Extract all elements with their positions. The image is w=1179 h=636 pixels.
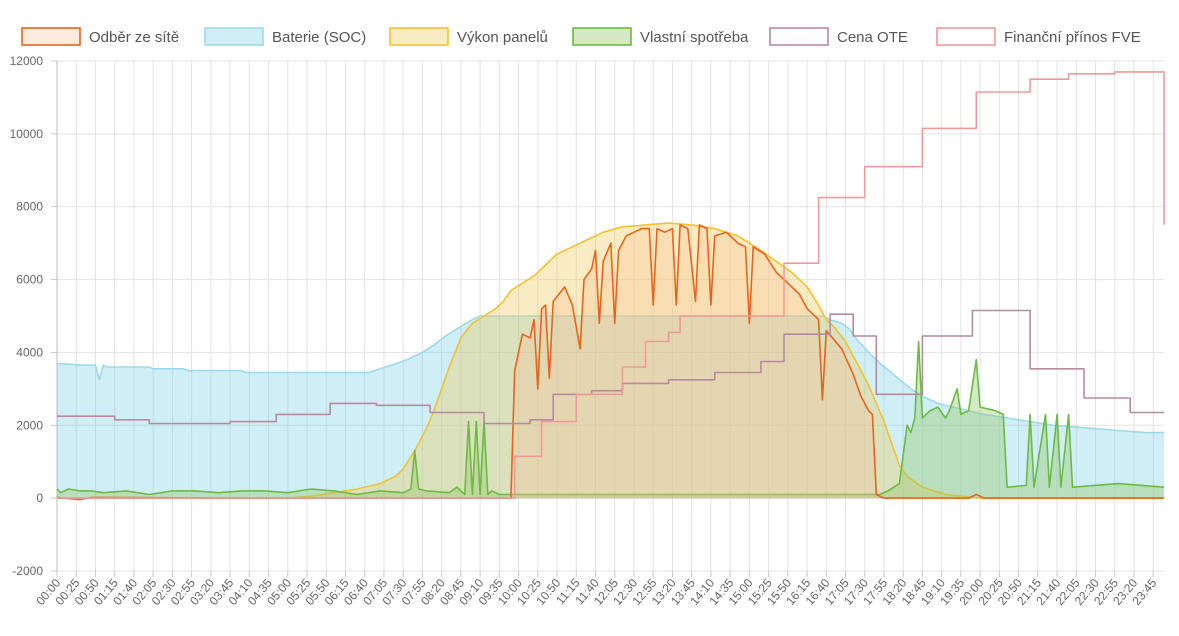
series-area [57, 224, 1164, 500]
series-vykon-panelu [57, 222, 1164, 499]
legend-swatch [572, 27, 632, 46]
series-baterie-soc [56, 315, 1164, 499]
y-tick-label: 6000 [16, 273, 43, 287]
legend-item[interactable]: Výkon panelů [389, 27, 548, 46]
legend-item[interactable]: Vlastní spotřeba [572, 27, 749, 46]
legend-swatch [936, 27, 996, 46]
series-area [57, 223, 1164, 499]
legend-swatch [389, 27, 449, 46]
legend-label: Baterie (SOC) [272, 29, 366, 46]
y-tick-label: 8000 [16, 200, 43, 214]
legend-label: Výkon panelů [457, 29, 548, 46]
series-line [57, 309, 1164, 425]
series-cena-ote [57, 309, 1164, 425]
series-line [57, 71, 1165, 499]
y-tick-label: 2000 [16, 418, 43, 432]
legend-label: Finanční přínos FVE [1004, 29, 1141, 46]
series-layer [56, 71, 1165, 501]
y-tick-label: 0 [36, 491, 43, 505]
legend-label: Cena OTE [837, 29, 908, 46]
legend-item[interactable]: Finanční přínos FVE [936, 27, 1141, 46]
series-line [56, 315, 1164, 434]
legend: Odběr ze sítě Baterie (SOC) Výkon panelů Vl… [21, 27, 1141, 46]
legend-item[interactable]: Baterie (SOC) [204, 27, 366, 46]
series-line [57, 222, 1164, 499]
legend-item[interactable]: Cena OTE [769, 27, 908, 46]
series-financni-prinos-fve [57, 71, 1165, 499]
legend-swatch [769, 27, 829, 46]
legend-swatch [21, 27, 81, 46]
y-axis: -2000 0 2000 4000 6000 8000 10000 12000 [10, 54, 57, 578]
x-axis: 00:0000:2500:5001:1501:4002:0502:3002:55… [33, 571, 1160, 608]
legend-swatch [204, 27, 264, 46]
legend-item[interactable]: Odběr ze sítě [21, 27, 179, 46]
legend-label: Odběr ze sítě [89, 29, 179, 46]
series-area [57, 341, 1164, 499]
y-tick-label: 12000 [10, 54, 44, 68]
legend-label: Vlastní spotřeba [640, 29, 749, 46]
series-vlastni-spotreba [56, 340, 1165, 499]
y-tick-label: 10000 [10, 127, 44, 141]
series-line [56, 340, 1165, 496]
series-area [57, 316, 1164, 499]
y-tick-label: 4000 [16, 345, 43, 359]
y-tick-label: -2000 [12, 564, 43, 578]
